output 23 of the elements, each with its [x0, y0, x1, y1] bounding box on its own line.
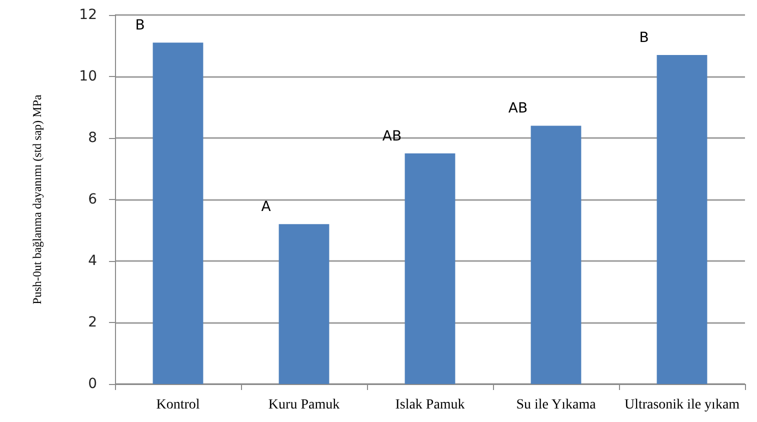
annotation: B	[639, 30, 649, 46]
x-tick-label: Ultrasonik ile yıkam	[624, 398, 740, 412]
bar	[404, 153, 456, 384]
y-tick-label: 10	[79, 68, 97, 84]
y-tick-label: 4	[88, 253, 98, 269]
annotation: AB	[382, 128, 402, 144]
x-tick-label: Kontrol	[156, 398, 200, 412]
y-tick-label: 6	[88, 192, 98, 208]
y-tick-label: 8	[88, 130, 97, 146]
x-tick-label: Kuru Pamuk	[268, 398, 340, 412]
y-tick-label: 0	[88, 376, 97, 392]
bar	[152, 42, 204, 384]
y-axis-title: Push-0ut bağlanma dayanımı (std sap) MPa	[30, 94, 44, 304]
x-tick-label: Islak Pamuk	[395, 398, 465, 412]
y-tick-label: 2	[88, 314, 97, 330]
annotation: A	[261, 199, 272, 216]
annotation: B	[135, 18, 145, 34]
bar	[530, 126, 582, 384]
x-tick-label: Su ile Yıkama	[516, 398, 597, 412]
bar	[656, 54, 708, 384]
annotation: AB	[508, 100, 528, 117]
y-tick-label: 12	[79, 7, 97, 23]
bar	[278, 224, 330, 384]
